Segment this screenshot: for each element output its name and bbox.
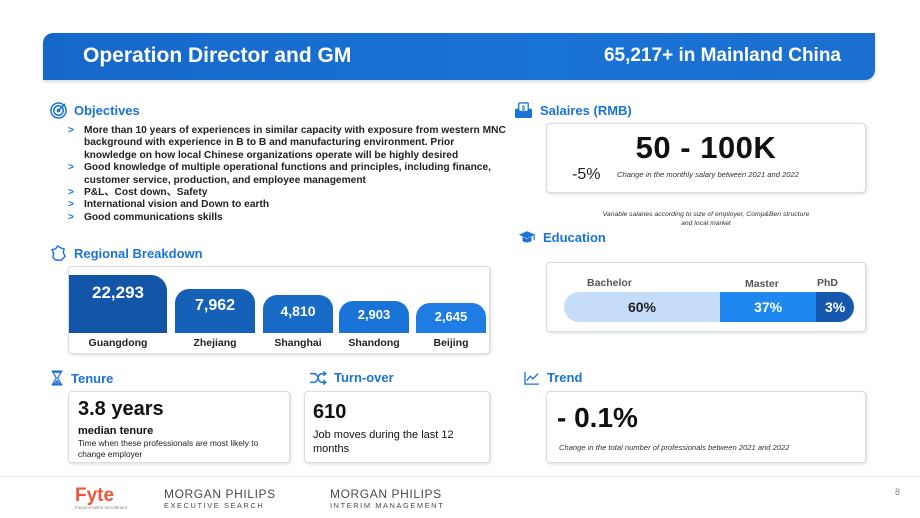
money-icon: $ bbox=[515, 102, 532, 119]
trend-title: Trend bbox=[547, 370, 583, 385]
regional-title: Regional Breakdown bbox=[74, 246, 203, 261]
tenure-heading: Tenure bbox=[50, 370, 113, 386]
region-value: 2,645 bbox=[434, 309, 468, 324]
salary-change: -5% bbox=[572, 166, 601, 183]
objective-item: Good communications skills bbox=[66, 212, 506, 225]
region-bar-zhejiang: 7,962 bbox=[175, 289, 255, 333]
education-seg-phd: 3% bbox=[816, 292, 854, 322]
fyte-logo-text: Fyte bbox=[75, 485, 115, 506]
morgan-philips-interim-logo: MORGAN PHILIPS INTERIM MANAGEMENT bbox=[330, 488, 444, 511]
salary-change-note: Change in the monthly salary between 202… bbox=[617, 170, 799, 179]
region-value: 4,810 bbox=[280, 303, 316, 319]
target-icon bbox=[50, 102, 67, 119]
objective-item: P&L、Cost down、Safety bbox=[66, 187, 506, 200]
objectives-list: More than 10 years of experiences in sim… bbox=[66, 125, 506, 225]
salary-card: 50 - 100K -5% Change in the monthly sala… bbox=[546, 123, 866, 193]
regional-heading: Regional Breakdown bbox=[50, 245, 203, 262]
region-label: Zhejiang bbox=[193, 337, 237, 349]
objective-item: More than 10 years of experiences in sim… bbox=[66, 125, 506, 162]
variable-note-line: Variable salaries according to size of e… bbox=[602, 211, 810, 218]
region-label: Beijing bbox=[433, 337, 469, 349]
page-title: Operation Director and GM bbox=[83, 44, 352, 67]
education-value: 3% bbox=[824, 299, 846, 315]
turnover-card: 610 Job moves during the last 12 months bbox=[304, 391, 490, 463]
morgan-philips-brand: MORGAN PHILIPS bbox=[164, 487, 276, 501]
tenure-value: 3.8 years bbox=[78, 398, 164, 420]
turnover-heading: Turn-over bbox=[309, 370, 394, 385]
trend-chart-icon bbox=[524, 371, 539, 385]
region-bar-beijing: 2,645 bbox=[416, 303, 486, 333]
regional-card: 22,293 Guangdong 7,962 Zhejiang 4,810 Sh… bbox=[68, 266, 490, 354]
education-label-phd: PhD bbox=[817, 277, 838, 289]
salary-range: 50 - 100K bbox=[635, 130, 777, 165]
objective-item: Good knowledge of multiple operational f… bbox=[66, 162, 506, 187]
trend-card: - 0.1% Change in the total number of pro… bbox=[546, 391, 866, 463]
region-label: Shandong bbox=[348, 337, 400, 349]
region-bar-shanghai: 4,810 bbox=[263, 295, 333, 333]
trend-value: - 0.1% bbox=[557, 402, 638, 433]
region-label: Shanghai bbox=[274, 337, 322, 349]
education-title: Education bbox=[543, 230, 606, 245]
turnover-note: Job moves during the last 12 months bbox=[313, 429, 454, 455]
region-bar-guangdong: 22,293 bbox=[69, 275, 167, 333]
tenure-title: Tenure bbox=[71, 370, 114, 386]
objective-item: International vision and Down to earth bbox=[66, 199, 506, 212]
tenure-note: Time when these professionals are most l… bbox=[78, 438, 259, 459]
education-seg-master: 37% bbox=[720, 292, 817, 322]
svg-text:$: $ bbox=[522, 105, 526, 112]
education-value: 37% bbox=[754, 299, 783, 315]
education-label-bachelor: Bachelor bbox=[587, 277, 632, 289]
objectives-title: Objectives bbox=[74, 103, 140, 118]
fyte-logo-sub: Finance talent recruitment bbox=[75, 505, 128, 510]
salary-heading: $ Salaires (RMB) bbox=[514, 102, 632, 119]
header-subtitle: 65,217+ in Mainland China bbox=[603, 45, 841, 66]
turnover-title: Turn-over bbox=[334, 370, 394, 385]
region-value: 2,903 bbox=[357, 307, 391, 322]
education-bar: 60% 37% 3% bbox=[564, 292, 854, 322]
france-map-icon bbox=[51, 245, 66, 261]
page-number: 8 bbox=[894, 487, 900, 497]
education-label-master: Master bbox=[745, 278, 779, 290]
interim-management-label: INTERIM MANAGEMENT bbox=[330, 501, 445, 510]
region-value: 22,293 bbox=[92, 283, 144, 302]
turnover-value: 610 bbox=[313, 401, 347, 423]
region-bar-shandong: 2,903 bbox=[339, 301, 409, 333]
graduation-cap-icon bbox=[518, 231, 536, 243]
salary-title: Salaires (RMB) bbox=[540, 103, 632, 118]
morgan-philips-executive-logo: MORGAN PHILIPS EXECUTIVE SEARCH bbox=[164, 488, 276, 511]
objectives-heading: Objectives bbox=[50, 102, 140, 119]
fyte-logo: Fyte Finance talent recruitment bbox=[75, 486, 127, 511]
education-value: 60% bbox=[627, 299, 657, 315]
region-label: Guangdong bbox=[88, 337, 148, 349]
education-heading: Education bbox=[518, 229, 606, 246]
hourglass-icon bbox=[51, 370, 63, 386]
education-seg-bachelor: 60% bbox=[564, 292, 720, 322]
trend-note: Change in the total number of profession… bbox=[559, 443, 790, 452]
variable-salary-note: Variable salaries according to size of e… bbox=[548, 210, 864, 228]
header-banner: Operation Director and GM 65,217+ in Mai… bbox=[43, 33, 875, 80]
morgan-philips-brand: MORGAN PHILIPS bbox=[330, 487, 442, 501]
trend-heading: Trend bbox=[524, 370, 582, 385]
tenure-label: median tenure bbox=[78, 425, 154, 437]
footer-divider bbox=[0, 476, 920, 477]
executive-search-label: EXECUTIVE SEARCH bbox=[164, 501, 265, 510]
education-card: Bachelor Master PhD 60% 37% 3% bbox=[546, 262, 866, 332]
variable-note-line: and local market bbox=[681, 220, 731, 227]
shuffle-icon bbox=[310, 370, 327, 385]
region-value: 7,962 bbox=[194, 297, 236, 314]
tenure-card: 3.8 years median tenure Time when these … bbox=[68, 391, 290, 463]
